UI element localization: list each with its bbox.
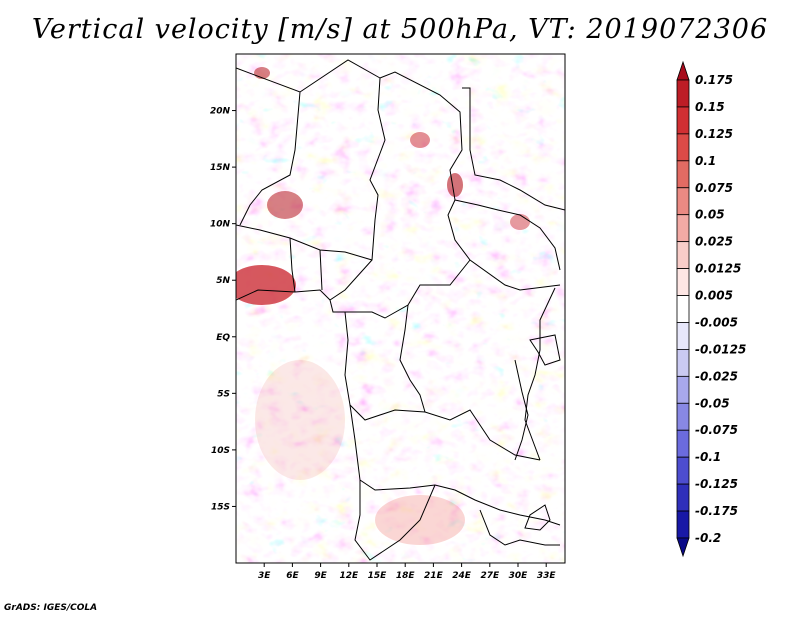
chart-title: Vertical velocity [m/s] at 500hPa, VT: 2… (31, 14, 769, 45)
colorbar-label: -0.0125 (695, 342, 746, 356)
colorbar-segment (676, 268, 690, 296)
descent-region (255, 360, 345, 480)
x-tick-label: 30E (509, 571, 529, 581)
y-tick-label: EQ (216, 333, 230, 343)
x-tick-label: 18E (396, 571, 416, 581)
y-tick-label: 20N (210, 107, 231, 117)
colorbar-segment (676, 349, 690, 377)
colorbar-segment (676, 106, 690, 135)
colorbar-label: -0.05 (695, 396, 730, 410)
colorbar-top-triangle (676, 60, 690, 81)
footer-credit: GrADS: IGES/COLA (4, 603, 98, 613)
colorbar-label: 0.0125 (695, 262, 741, 276)
updraft-cell (447, 173, 463, 197)
y-tick-label: 15S (211, 502, 230, 512)
x-tick-label: 21E (424, 571, 444, 581)
colorbar-label: 0.125 (695, 127, 733, 141)
colorbar-label: 0.15 (695, 100, 725, 114)
colorbar-label: -0.125 (695, 477, 738, 491)
colorbar-label: -0.075 (695, 423, 738, 437)
colorbar-segment (676, 79, 690, 108)
colorbar-segment (676, 133, 690, 162)
colorbar-segment (676, 483, 690, 512)
y-tick-label: 5S (217, 389, 230, 399)
colorbar-segment (676, 402, 690, 431)
x-tick-label: 33E (537, 571, 557, 581)
x-tick-label: 12E (339, 571, 359, 581)
colorbar-segment (676, 375, 690, 404)
x-tick-label: 9E (314, 571, 327, 581)
colorbar-segment (676, 187, 690, 216)
colorbar-label: 0.075 (695, 181, 733, 195)
colorbar-label: -0.1 (695, 450, 721, 464)
x-tick-label: 3E (258, 571, 271, 581)
x-tick-label: 6E (286, 571, 299, 581)
colorbar-segment (676, 214, 690, 243)
colorbar-segment (676, 429, 690, 458)
colorbar-segment (676, 241, 690, 269)
colorbar-label: 0.05 (695, 208, 725, 222)
plot-frame (235, 53, 566, 564)
x-axis: 3E 6E 9E 12E 15E 18E 21E 24E 27E 30E 33E (258, 563, 556, 581)
updraft-cell (410, 132, 430, 148)
x-tick-label: 15E (368, 571, 388, 581)
colorbar-segment (676, 322, 690, 350)
y-tick-label: 10S (211, 446, 230, 456)
map-boundaries (236, 59, 565, 561)
y-axis: 20N 15N 10N 5N EQ 5S 10S 15S (210, 107, 236, 512)
colorbar-label: 0.025 (695, 235, 733, 249)
field-area (236, 54, 565, 563)
y-tick-label: 5N (216, 276, 230, 286)
updraft-cell (254, 67, 270, 79)
colorbar-label: 0.005 (695, 289, 733, 303)
colorbar-label: -0.2 (695, 531, 721, 545)
colorbar-segment (676, 510, 690, 539)
x-tick-label: 24E (452, 571, 472, 581)
updraft-cell (510, 214, 530, 230)
updraft-cell (267, 191, 303, 219)
y-tick-label: 10N (210, 220, 231, 230)
colorbar-label: -0.025 (695, 369, 738, 383)
colorbar-label: -0.175 (695, 504, 738, 518)
x-tick-label: 27E (480, 571, 500, 581)
colorbar: 0.175 0.15 0.125 0.1 0.075 0.05 0.025 0.0125 0.0… (676, 60, 746, 558)
colorbar-segment (676, 295, 690, 323)
colorbar-segment (676, 160, 690, 189)
colorbar-segment (676, 456, 690, 485)
colorbar-label: 0.1 (695, 154, 716, 168)
strong-updraft-region (236, 265, 296, 305)
y-tick-label: 15N (210, 163, 231, 173)
colorbar-bottom-triangle (676, 537, 690, 558)
colorbar-label: -0.005 (695, 315, 738, 329)
colorbar-label: 0.175 (695, 73, 733, 87)
